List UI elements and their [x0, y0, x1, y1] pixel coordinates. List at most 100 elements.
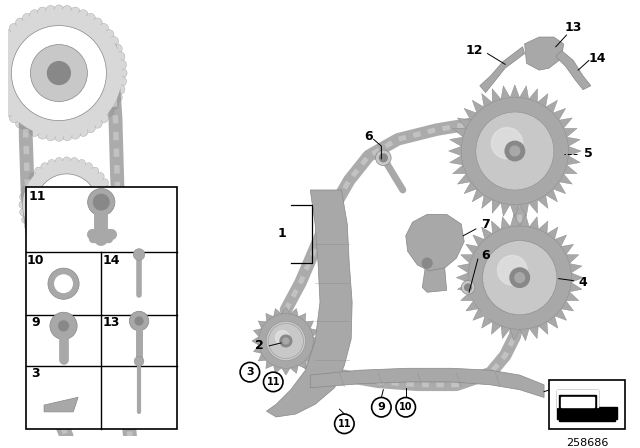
Polygon shape — [557, 390, 617, 419]
Polygon shape — [456, 215, 583, 341]
Circle shape — [275, 331, 289, 345]
Circle shape — [461, 97, 568, 205]
Circle shape — [70, 7, 80, 17]
Circle shape — [396, 397, 415, 417]
Circle shape — [4, 107, 13, 116]
Circle shape — [50, 312, 77, 340]
Polygon shape — [556, 51, 591, 90]
Text: 5: 5 — [584, 147, 592, 160]
Circle shape — [0, 37, 9, 46]
Text: 12: 12 — [465, 44, 483, 57]
Circle shape — [86, 13, 95, 23]
Text: 10: 10 — [399, 402, 413, 412]
Circle shape — [129, 311, 148, 331]
Circle shape — [117, 60, 127, 70]
Circle shape — [505, 141, 525, 161]
Circle shape — [106, 208, 114, 216]
Circle shape — [134, 356, 144, 366]
Polygon shape — [422, 268, 447, 292]
Circle shape — [0, 52, 3, 61]
Circle shape — [70, 129, 80, 139]
Text: 2: 2 — [255, 339, 264, 353]
Circle shape — [35, 234, 42, 242]
Polygon shape — [561, 396, 594, 407]
Circle shape — [55, 275, 72, 293]
Circle shape — [422, 258, 432, 268]
Circle shape — [46, 5, 56, 15]
Text: 14: 14 — [589, 52, 607, 65]
Text: 11: 11 — [338, 419, 351, 429]
Circle shape — [268, 323, 303, 358]
Circle shape — [70, 158, 78, 165]
Circle shape — [104, 186, 112, 194]
Circle shape — [25, 179, 33, 186]
Circle shape — [335, 414, 354, 434]
Circle shape — [78, 10, 88, 19]
Circle shape — [93, 194, 109, 210]
Circle shape — [97, 229, 104, 237]
Circle shape — [84, 163, 93, 171]
Circle shape — [483, 241, 557, 315]
Circle shape — [106, 193, 114, 201]
Circle shape — [476, 112, 554, 190]
Polygon shape — [266, 190, 352, 417]
Circle shape — [266, 321, 305, 361]
Circle shape — [60, 198, 73, 211]
Circle shape — [0, 77, 1, 86]
Circle shape — [30, 10, 40, 19]
Text: 9: 9 — [378, 402, 385, 412]
Circle shape — [54, 5, 64, 15]
Circle shape — [97, 172, 104, 180]
Circle shape — [55, 244, 63, 252]
Circle shape — [35, 167, 42, 175]
Text: 4: 4 — [579, 276, 588, 289]
Circle shape — [22, 186, 29, 194]
Text: 11: 11 — [266, 377, 280, 387]
Text: 9: 9 — [31, 316, 40, 329]
Circle shape — [0, 60, 1, 70]
Circle shape — [0, 10, 122, 136]
Circle shape — [497, 255, 527, 285]
Circle shape — [510, 146, 520, 156]
Circle shape — [15, 118, 25, 128]
Text: 10: 10 — [27, 254, 44, 267]
Circle shape — [63, 157, 70, 165]
Circle shape — [20, 193, 28, 201]
Circle shape — [78, 127, 88, 137]
Circle shape — [115, 85, 125, 95]
Circle shape — [22, 215, 29, 224]
Circle shape — [107, 201, 115, 208]
Circle shape — [113, 44, 122, 54]
Circle shape — [0, 100, 9, 110]
Circle shape — [492, 128, 523, 159]
Circle shape — [93, 18, 102, 28]
Circle shape — [380, 154, 387, 162]
Circle shape — [259, 314, 313, 368]
Circle shape — [70, 244, 78, 252]
Circle shape — [115, 52, 125, 61]
Circle shape — [117, 77, 127, 86]
Circle shape — [78, 159, 86, 167]
Text: 13: 13 — [102, 316, 120, 329]
Circle shape — [22, 13, 32, 23]
Circle shape — [104, 215, 112, 224]
Circle shape — [117, 68, 127, 78]
Circle shape — [376, 150, 391, 166]
Circle shape — [9, 113, 19, 123]
Circle shape — [0, 85, 3, 95]
Circle shape — [100, 223, 109, 230]
Circle shape — [38, 129, 47, 139]
Polygon shape — [557, 390, 598, 407]
Circle shape — [29, 172, 37, 180]
Polygon shape — [252, 307, 320, 375]
Circle shape — [48, 268, 79, 299]
Circle shape — [62, 5, 72, 15]
Circle shape — [63, 245, 70, 252]
Circle shape — [48, 242, 56, 250]
FancyBboxPatch shape — [26, 187, 177, 429]
Circle shape — [84, 239, 93, 246]
Polygon shape — [525, 37, 564, 70]
Circle shape — [19, 201, 27, 208]
Circle shape — [15, 18, 25, 28]
Circle shape — [38, 7, 47, 17]
